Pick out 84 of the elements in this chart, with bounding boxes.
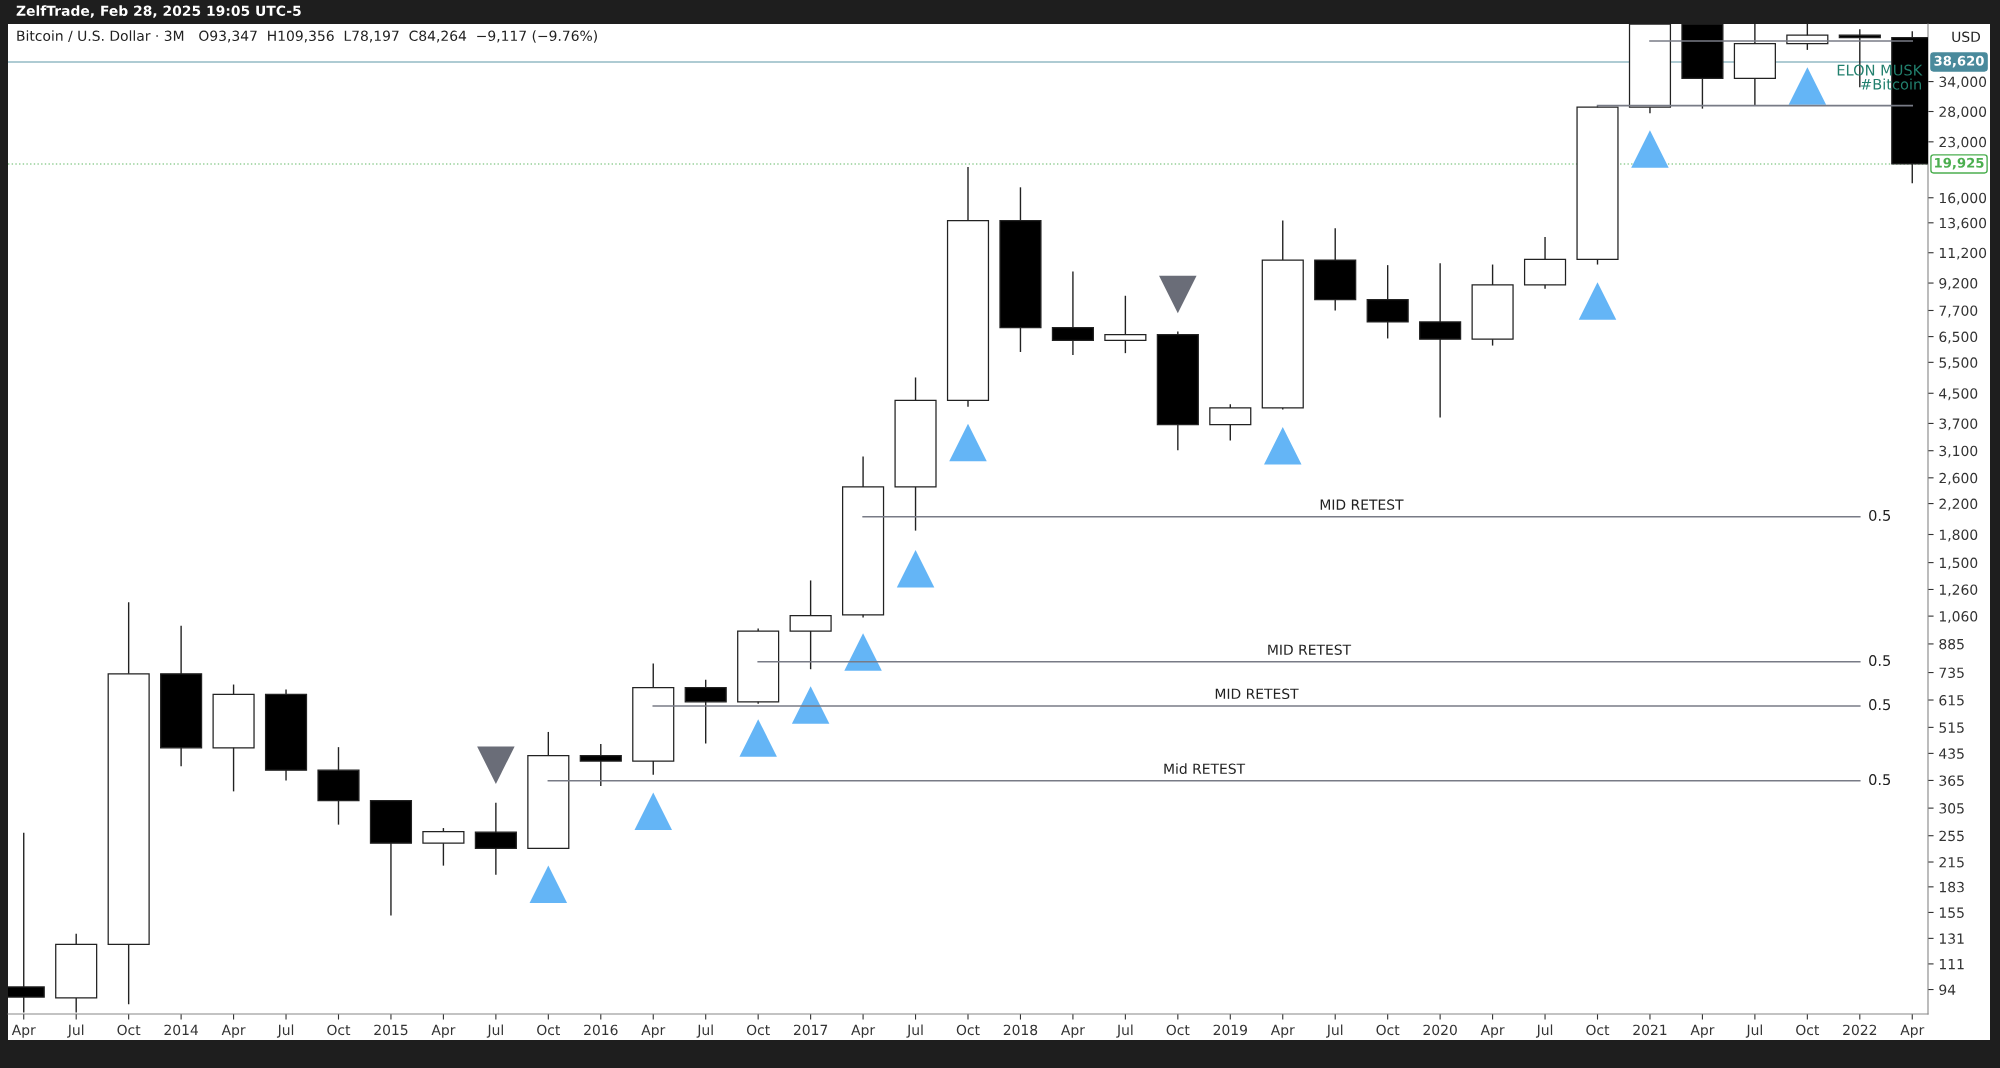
y-tick-label: 735 xyxy=(1939,667,1964,679)
y-tick-label: 3,100 xyxy=(1939,445,1978,458)
x-tick-label: 2016 xyxy=(584,1024,618,1036)
x-tick-label: Apr xyxy=(221,1024,246,1038)
y-tick-label: 1,500 xyxy=(1939,557,1978,570)
series-label: MID RETEST xyxy=(1215,688,1299,700)
x-tick-label: Apr xyxy=(431,1024,456,1038)
x-tick-label: Jul xyxy=(1326,1024,1343,1038)
x-tick-label: Jul xyxy=(67,1024,84,1038)
annotation: 0.5 xyxy=(1869,774,1891,786)
x-tick-label: Oct xyxy=(1586,1024,1610,1036)
x-tick-label: Apr xyxy=(1270,1024,1295,1038)
y-tick-label: 1,260 xyxy=(1939,584,1978,597)
x-tick-label: Oct xyxy=(1166,1024,1190,1036)
x-tick-label: Apr xyxy=(11,1024,36,1038)
y-tick-label: 1,800 xyxy=(1939,529,1978,542)
x-tick-label: Oct xyxy=(537,1024,560,1036)
x-tick-label: Oct xyxy=(1796,1024,1820,1036)
x-tick-label: Jul xyxy=(276,1024,294,1038)
x-tick-label: 2019 xyxy=(1213,1024,1247,1036)
x-tick-label: Oct xyxy=(1376,1024,1400,1036)
y-tick-label: 16,000 xyxy=(1939,192,1987,205)
x-tick-label: Oct xyxy=(117,1024,141,1036)
x-tick-label: 2015 xyxy=(374,1024,408,1036)
y-tick-label: 305 xyxy=(1939,803,1964,814)
y-tick-label: 9,200 xyxy=(1939,278,1978,290)
y-tick-label: 1,060 xyxy=(1939,611,1978,624)
y-tick-label: 7,700 xyxy=(1939,305,1978,318)
y-tick-label: 255 xyxy=(1939,830,1964,842)
y-tick-label: 11,200 xyxy=(1939,247,1987,260)
y-tick-label: 23,000 xyxy=(1939,136,1987,149)
x-tick-label: 2018 xyxy=(1003,1024,1038,1036)
x-tick-label: Jul xyxy=(906,1024,923,1038)
y-tick-label: 435 xyxy=(1939,748,1964,759)
y-tick-label: 3,700 xyxy=(1939,418,1978,431)
y-tick-label: 28,000 xyxy=(1939,106,1987,119)
x-tick-label: Jul xyxy=(1535,1024,1553,1038)
series-label: MID RETEST xyxy=(1268,644,1352,655)
annotation: 0.5 xyxy=(1869,699,1891,711)
x-tick-label: Oct xyxy=(956,1024,980,1036)
x-tick-label: Oct xyxy=(746,1024,770,1036)
x-tick-label: Jul xyxy=(486,1024,503,1038)
y-tick-label: 2,600 xyxy=(1939,472,1978,485)
annotation: 0.5 xyxy=(1869,509,1891,521)
y-tick-label: 515 xyxy=(1939,722,1964,733)
x-tick-label: Jul xyxy=(1745,1024,1762,1038)
y-tick-label: 6,500 xyxy=(1939,331,1978,344)
x-tick-label: Jul xyxy=(696,1024,713,1038)
x-tick-label: Oct xyxy=(327,1024,351,1036)
y-tick-label: 131 xyxy=(1939,933,1964,944)
y-tick-label: 183 xyxy=(1939,881,1964,893)
y-tick-label: 13,600 xyxy=(1939,217,1987,230)
y-tick-label: 4,500 xyxy=(1939,388,1978,401)
x-tick-label: Apr xyxy=(1900,1024,1925,1038)
annotation: O93,347 H109,356 L78,197 C84,264 −9,117 (−9.76%) xyxy=(199,30,597,43)
y-axis-title: USD xyxy=(1952,31,1981,43)
x-tick-label: Apr xyxy=(641,1024,666,1038)
y-tick-label: 155 xyxy=(1939,907,1964,918)
y-tick-label: 885 xyxy=(1939,638,1964,650)
x-tick-label: Jul xyxy=(1116,1024,1133,1038)
x-tick-label: Apr xyxy=(851,1024,876,1038)
y-tick-label: 111 xyxy=(1939,959,1964,970)
y-tick-label: 2,200 xyxy=(1939,498,1978,511)
x-tick-label: Apr xyxy=(1690,1024,1715,1038)
ref-line-label: 19,925 xyxy=(1935,157,1984,170)
y-tick-label: 34,000 xyxy=(1939,76,1987,89)
y-tick-label: 215 xyxy=(1939,856,1964,868)
x-tick-label: 2020 xyxy=(1423,1024,1457,1036)
chart-title: Bitcoin / U.S. Dollar · 3M xyxy=(17,30,184,43)
series-label: MID RETEST xyxy=(1320,499,1404,510)
x-tick-label: 2014 xyxy=(164,1024,199,1036)
ref-line-label: 38,620 xyxy=(1934,55,1984,68)
annotation: 0.5 xyxy=(1869,655,1891,667)
x-tick-label: 2022 xyxy=(1843,1024,1877,1036)
x-tick-label: 2021 xyxy=(1633,1024,1667,1036)
series-label: Mid RETEST xyxy=(1164,763,1246,774)
x-tick-label: Apr xyxy=(1480,1024,1505,1038)
y-tick-label: 94 xyxy=(1939,984,1956,995)
x-tick-label: Apr xyxy=(1061,1024,1085,1038)
y-tick-label: 615 xyxy=(1939,694,1964,706)
x-tick-label: 2017 xyxy=(793,1024,828,1036)
text: ZelfTrade, Feb 28, 2025 19:05 UTC-5 xyxy=(16,5,301,18)
y-tick-label: 365 xyxy=(1939,775,1964,786)
y-tick-label: 5,500 xyxy=(1939,357,1978,370)
